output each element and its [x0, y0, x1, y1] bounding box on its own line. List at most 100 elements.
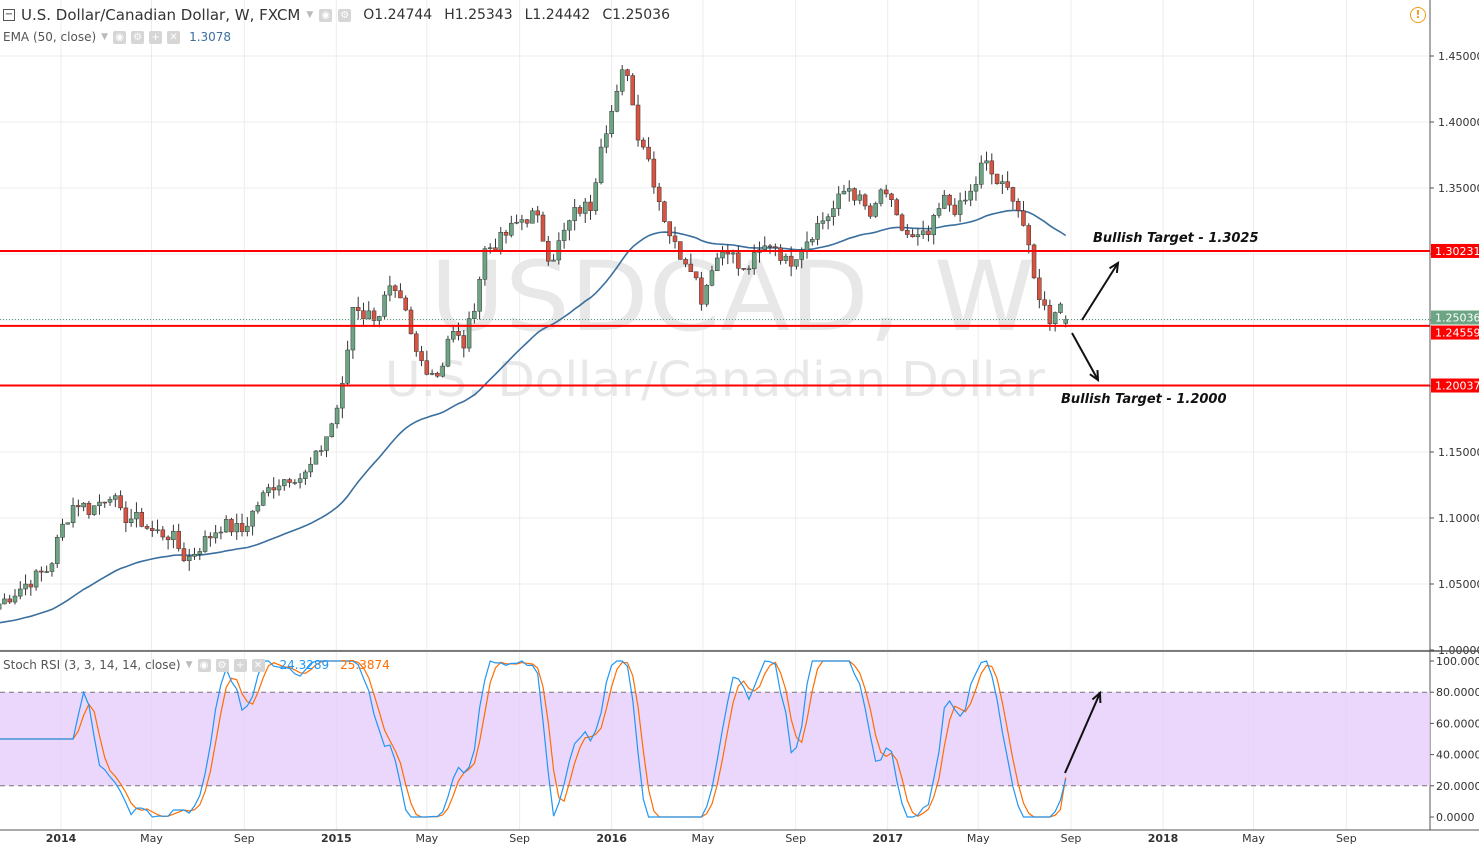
candle: [477, 276, 482, 320]
stoch-tick-label: 80.0000: [1436, 686, 1479, 699]
gear-icon[interactable]: ⚙: [215, 658, 229, 672]
stoch-tick-label: 40.0000: [1436, 749, 1479, 762]
candle: [604, 125, 609, 154]
stoch-label[interactable]: Stoch RSI (3, 3, 14, 14, close): [3, 658, 181, 672]
eye-icon[interactable]: ◉: [113, 30, 127, 44]
candle: [250, 510, 255, 536]
candle-body: [39, 570, 44, 573]
candle: [382, 291, 387, 320]
candle: [794, 259, 799, 270]
candle: [160, 526, 166, 541]
candle: [91, 505, 97, 516]
x-tick-label: Sep: [509, 832, 530, 845]
candle-body: [567, 220, 572, 231]
close-icon[interactable]: ✕: [251, 658, 265, 672]
low-value: L1.24442: [524, 7, 591, 23]
candle: [810, 237, 815, 246]
candle: [1021, 200, 1026, 227]
candle-body: [551, 259, 556, 262]
chevron-down-icon[interactable]: ▼: [101, 32, 109, 42]
close-icon[interactable]: ✕: [167, 30, 181, 44]
candle: [1015, 198, 1021, 218]
eye-icon[interactable]: ◉: [197, 658, 211, 672]
warning-icon[interactable]: !: [1410, 7, 1426, 23]
candle: [23, 574, 28, 596]
eye-icon[interactable]: ◉: [319, 8, 333, 22]
price-label-bg: [1431, 325, 1479, 340]
chevron-down-icon[interactable]: ▼: [185, 660, 193, 670]
candle-body: [699, 277, 704, 305]
symbol-title[interactable]: U.S. Dollar/Canadian Dollar, W, FXCM: [21, 6, 301, 24]
candle-body: [223, 519, 229, 533]
candle: [852, 187, 857, 206]
candle: [672, 226, 678, 249]
candle-body: [250, 510, 255, 527]
candle-body: [693, 271, 699, 279]
candle: [894, 197, 900, 216]
candle: [171, 524, 176, 549]
minus-square-icon[interactable]: −: [3, 9, 15, 21]
candle-body: [271, 487, 276, 491]
candle-body: [788, 255, 794, 267]
candle: [561, 222, 567, 249]
x-tick-label: 2018: [1148, 832, 1179, 845]
stoch-tick-label: 0.0000: [1436, 811, 1475, 824]
ema-label[interactable]: EMA (50, close): [3, 30, 97, 44]
candle: [582, 197, 588, 223]
gear-icon[interactable]: ⚙: [338, 8, 352, 22]
candle-body: [1063, 319, 1068, 324]
candle-body: [435, 372, 440, 377]
candle: [155, 519, 160, 534]
candle: [619, 65, 625, 96]
stoch-tick-label: 100.0000: [1436, 655, 1479, 668]
candle: [693, 271, 699, 281]
chevron-down-icon[interactable]: ▼: [306, 10, 314, 20]
candle: [266, 483, 271, 497]
candle-body: [714, 257, 720, 272]
candle-body: [524, 219, 530, 224]
candle-body: [419, 351, 424, 361]
candle: [725, 244, 731, 265]
candle: [683, 257, 688, 268]
close-value: C1.25036: [602, 7, 670, 23]
plus-icon[interactable]: +: [149, 30, 163, 44]
candle: [984, 151, 989, 171]
candle: [287, 477, 292, 488]
candle: [414, 331, 419, 357]
candle-body: [1000, 181, 1005, 184]
candle-body: [477, 279, 482, 312]
candle: [688, 253, 694, 272]
candle-body: [292, 482, 298, 484]
candle: [514, 214, 519, 225]
candle-body: [509, 222, 514, 236]
x-tick-label: Sep: [1336, 832, 1357, 845]
candle-body: [33, 570, 39, 588]
candle: [392, 284, 398, 298]
gear-icon[interactable]: ⚙: [131, 30, 145, 44]
price-level-label: 1.30231: [1435, 245, 1479, 258]
arrow-down-icon: [1071, 332, 1100, 383]
candle-body: [614, 91, 620, 112]
candle-body: [260, 492, 266, 506]
candle: [86, 500, 92, 519]
x-tick-label: Sep: [785, 832, 806, 845]
candle: [857, 190, 863, 205]
candle: [662, 200, 667, 224]
candle-body: [503, 231, 509, 236]
candle-body: [783, 255, 789, 261]
candle-body: [751, 252, 757, 270]
candle-body: [155, 529, 160, 532]
candle-body: [65, 522, 71, 525]
plus-icon[interactable]: +: [233, 658, 247, 672]
candle: [176, 523, 181, 552]
candle-body: [70, 505, 76, 523]
candle-body: [831, 208, 836, 217]
candle: [54, 534, 60, 568]
candle: [466, 311, 472, 352]
candle-body: [530, 210, 535, 224]
candle: [234, 513, 240, 540]
candle-body: [377, 316, 382, 321]
candle: [641, 137, 646, 150]
candle: [0, 603, 2, 610]
